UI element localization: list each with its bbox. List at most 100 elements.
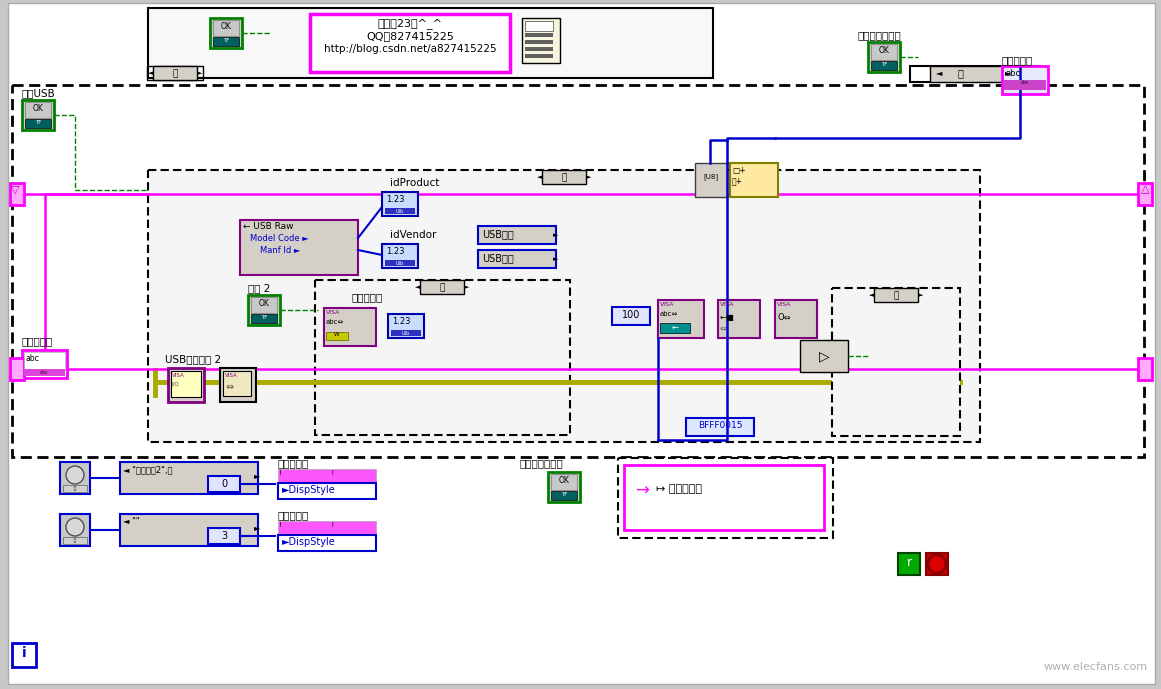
Bar [868, 42, 900, 72]
Text: 真: 真 [561, 173, 567, 182]
Text: 假: 假 [957, 68, 962, 78]
Text: 真: 真 [172, 69, 178, 78]
Bar [695, 163, 727, 197]
Bar [926, 553, 949, 575]
Text: ►: ► [586, 174, 591, 180]
Bar [277, 483, 376, 499]
Bar [522, 18, 560, 63]
Text: ⇔: ⇔ [225, 382, 233, 392]
Text: 真: 真 [893, 291, 899, 300]
Bar [525, 33, 553, 37]
Text: 毛毛虢23号^_^: 毛毛虢23号^_^ [377, 18, 442, 29]
Text: TF: TF [35, 120, 41, 125]
Text: 100: 100 [622, 310, 640, 320]
Bar [551, 474, 577, 490]
Bar [212, 20, 239, 36]
Text: http://blog.csdn.net/a827415225: http://blog.csdn.net/a827415225 [324, 44, 496, 54]
Text: ►DispStyle: ►DispStyle [282, 485, 336, 495]
Bar [1002, 66, 1048, 94]
Bar [1004, 80, 1046, 90]
Text: ◄ "": ◄ "" [123, 517, 139, 526]
Circle shape [928, 555, 946, 573]
Bar [147, 8, 713, 78]
Text: 真: 真 [439, 283, 445, 292]
Text: !                      !: ! ! [279, 522, 334, 528]
Bar [525, 47, 553, 51]
Text: VISA: VISA [172, 373, 185, 378]
Bar [874, 288, 918, 302]
Bar [542, 170, 586, 184]
Text: 清空接收缓冲区: 清空接收缓冲区 [858, 30, 902, 40]
Text: 发送缓冲区: 发送缓冲区 [22, 336, 53, 346]
Bar [871, 44, 897, 60]
Text: 发送 2: 发送 2 [248, 283, 271, 293]
Text: Manf Id ►: Manf Id ► [260, 246, 301, 255]
Text: 接收缓冲区: 接收缓冲区 [277, 510, 309, 520]
Bar [26, 119, 51, 128]
Bar [248, 295, 280, 325]
Text: ←: ← [671, 323, 678, 332]
Text: VISA: VISA [225, 373, 238, 378]
Bar [12, 643, 36, 667]
Text: 打开USB: 打开USB [22, 88, 56, 98]
Text: TF: TF [881, 62, 887, 67]
Text: VISA: VISA [720, 302, 735, 307]
Bar [612, 307, 650, 325]
Bar [871, 61, 897, 70]
Text: idVendor: idVendor [390, 230, 437, 240]
Text: UIb: UIb [402, 331, 410, 336]
Text: ⧅+: ⧅+ [731, 176, 743, 185]
Text: OK: OK [259, 299, 269, 308]
Text: ◄: ◄ [868, 292, 874, 298]
Text: abc⇔: abc⇔ [326, 319, 345, 325]
Text: BFFF0015: BFFF0015 [698, 421, 742, 430]
Bar [22, 350, 67, 378]
Text: [U8]: [U8] [704, 173, 719, 180]
Text: 3: 3 [221, 531, 228, 541]
Bar [10, 183, 24, 205]
Bar [60, 462, 91, 494]
Text: ← USB Raw: ← USB Raw [243, 222, 294, 231]
Bar [800, 340, 848, 372]
Text: ►: ► [918, 292, 923, 298]
Text: ↕: ↕ [72, 486, 78, 492]
Bar [24, 369, 65, 376]
Bar [277, 535, 376, 551]
Bar [147, 170, 980, 442]
Bar [478, 250, 556, 268]
Bar [1138, 358, 1152, 380]
Text: ►DispStyle: ►DispStyle [282, 537, 336, 547]
Text: ◄ "单选选项2",默: ◄ "单选选项2",默 [123, 465, 173, 474]
Bar [686, 418, 753, 436]
Text: QQ：827415225: QQ：827415225 [366, 31, 454, 41]
Text: ◄: ◄ [936, 68, 943, 77]
Text: ↦ 发送缓冲区: ↦ 发送缓冲区 [656, 484, 702, 494]
Text: ►: ► [254, 471, 260, 480]
Text: r: r [907, 556, 911, 569]
Bar [219, 368, 255, 402]
Text: OK: OK [221, 22, 231, 31]
Bar [210, 18, 241, 48]
Bar [315, 280, 570, 435]
Text: USB资源名称 2: USB资源名称 2 [165, 354, 221, 364]
Text: ►: ► [553, 256, 558, 262]
Bar [60, 514, 91, 546]
Text: UIb: UIb [396, 209, 404, 214]
Text: OK: OK [33, 104, 43, 113]
Text: 发送字节数: 发送字节数 [352, 292, 383, 302]
Text: ►: ► [464, 284, 469, 290]
Text: ◄: ◄ [147, 70, 153, 76]
Text: www.elecfans.com: www.elecfans.com [1044, 662, 1148, 672]
Bar [478, 226, 556, 244]
Text: 0: 0 [221, 479, 228, 489]
Text: ►: ► [197, 70, 202, 76]
Bar [551, 491, 577, 500]
Bar [24, 352, 65, 370]
Text: □+: □+ [731, 166, 745, 175]
Text: abc: abc [1021, 80, 1030, 85]
Circle shape [66, 466, 84, 484]
Bar [223, 371, 251, 396]
Text: W: W [334, 332, 340, 337]
Text: ⇔: ⇔ [720, 324, 727, 333]
Circle shape [66, 518, 84, 536]
